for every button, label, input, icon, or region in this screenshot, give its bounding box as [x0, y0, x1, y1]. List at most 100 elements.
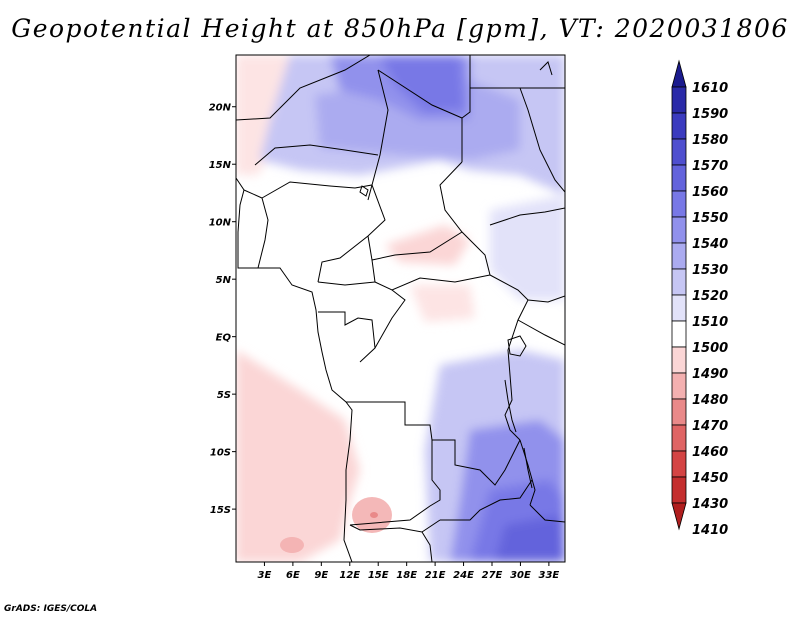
border-sahara: [236, 55, 371, 121]
border-congo-drc: [374, 289, 406, 349]
lat-tick-label: 5S: [217, 390, 231, 401]
border-west-countries: [243, 189, 269, 269]
colorbar-swatch: [671, 476, 687, 504]
colorbar-label: 1590: [692, 107, 728, 122]
colorbar-swatch: [671, 398, 687, 426]
border-drc-south: [346, 401, 521, 486]
lon-tick-label: 3E: [258, 570, 272, 581]
lon-tick-label: 6E: [286, 570, 300, 581]
colorbar-swatch: [671, 112, 687, 140]
border-namibia-botswana: [421, 531, 433, 562]
border-cameroon-south: [317, 281, 376, 286]
border-mozambique: [529, 504, 565, 523]
coastline-west: [236, 177, 353, 562]
lake-tanganyika: [504, 379, 517, 433]
field-spot-core: [370, 512, 378, 518]
lon-tick-label: 18E: [396, 570, 417, 581]
colorbar-swatch: [671, 424, 687, 452]
lat-tick-label: 15S: [210, 505, 231, 516]
colorbar-label: 1480: [692, 393, 728, 408]
country-borders: [236, 55, 565, 562]
colorbar-swatch: [671, 502, 687, 531]
lon-tick-label: 21E: [425, 570, 446, 581]
red-sea-coast: [519, 87, 565, 193]
sinai: [539, 61, 553, 76]
lat-tick-label: 15N: [209, 160, 232, 171]
colorbar-swatch: [671, 294, 687, 322]
colorbar: 1610 1590 1580 1570 1560 1550 1540 1530 1520 1510…: [671, 59, 728, 538]
colorbar-swatch: [671, 164, 687, 192]
colorbar-swatch: [671, 268, 687, 296]
border-angola-zambia: [349, 440, 441, 526]
colorbar-swatch: [671, 190, 687, 218]
lon-tick-label: 30E: [510, 570, 531, 581]
border-cameroon-car: [367, 231, 463, 261]
colorbar-label: 1520: [692, 289, 728, 304]
field-blue-southeast-4: [495, 515, 565, 562]
border-mali-niger: [254, 144, 379, 166]
field-blue-north-4: [380, 55, 465, 112]
colorbar-label: 1470: [692, 419, 728, 434]
colorbar-label: 1410: [692, 523, 728, 538]
border-nigeria: [261, 181, 386, 283]
lake-nyasa: [523, 447, 533, 489]
colorbar-label: 1540: [692, 237, 728, 252]
border-tanzania: [517, 319, 565, 346]
grads-credit: GrADS: IGES/COLA: [4, 604, 98, 614]
colorbar-label: 1550: [692, 211, 728, 226]
lat-tick-label: 10S: [210, 448, 231, 459]
border-malawi: [519, 439, 536, 506]
map-frame: [235, 54, 566, 563]
colorbar-swatch: [671, 450, 687, 478]
lon-tick-label: 33E: [539, 570, 560, 581]
colorbar-label: 1510: [692, 315, 728, 330]
colorbar-label: 1490: [692, 367, 728, 382]
colorbar-label: 1450: [692, 471, 728, 486]
field-spot-sw: [280, 537, 304, 553]
colorbar-label: 1500: [692, 341, 728, 356]
field-pink-eq: [410, 285, 475, 322]
border-sudan-chad: [439, 161, 491, 276]
lon-tick-label: 12E: [339, 570, 360, 581]
colorbar-swatch: [671, 216, 687, 244]
field-pink-south: [236, 350, 360, 562]
lon-tick-label: 24E: [453, 570, 474, 581]
border-chad-west: [367, 69, 389, 201]
border-chad-north: [377, 69, 463, 162]
lat-tick-label: 5N: [216, 275, 232, 286]
axis-ticks: 3E 6E 9E 12E 15E 18E 21E 24E 27E 30E 33E 20N 15N 10N 5…: [209, 103, 560, 581]
colorbar-label: 1530: [692, 263, 728, 278]
field-pink-centre: [385, 225, 470, 265]
lat-tick-label: EQ: [216, 333, 232, 344]
colorbar-swatch: [671, 242, 687, 270]
border-ethiopia: [489, 207, 565, 226]
border-car-south: [371, 259, 491, 291]
lat-tick-label: 20N: [209, 103, 232, 114]
colorbar-label: 1560: [692, 185, 728, 200]
colorbar-label: 1570: [692, 159, 728, 174]
lake-victoria: [507, 335, 527, 357]
border-angola-namibia: [349, 519, 441, 533]
colorbar-swatch: [671, 138, 687, 166]
lon-tick-label: 27E: [482, 570, 503, 581]
lat-tick-label: 10N: [209, 218, 232, 229]
colorbar-label: 1430: [692, 497, 728, 512]
colorbar-swatch: [671, 59, 687, 88]
lon-tick-label: 15E: [368, 570, 389, 581]
colorbar-label: 1460: [692, 445, 728, 460]
border-kenya: [527, 295, 565, 303]
chart-title: Geopotential Height at 850hPa [gpm], VT:…: [11, 14, 789, 43]
border-drc-east: [489, 274, 529, 441]
colorbar-swatch: [671, 346, 687, 374]
shaded-field: [236, 55, 565, 562]
colorbar-swatch: [671, 372, 687, 400]
colorbar-swatch: [671, 86, 687, 114]
border-zambia-south: [440, 479, 533, 521]
colorbar-label: 1610: [692, 81, 728, 96]
colorbar-label: 1580: [692, 133, 728, 148]
lon-tick-label: 9E: [314, 570, 328, 581]
lake-chad: [359, 185, 369, 197]
colorbar-swatch: [671, 320, 687, 348]
field-lightblue-east: [490, 195, 565, 300]
